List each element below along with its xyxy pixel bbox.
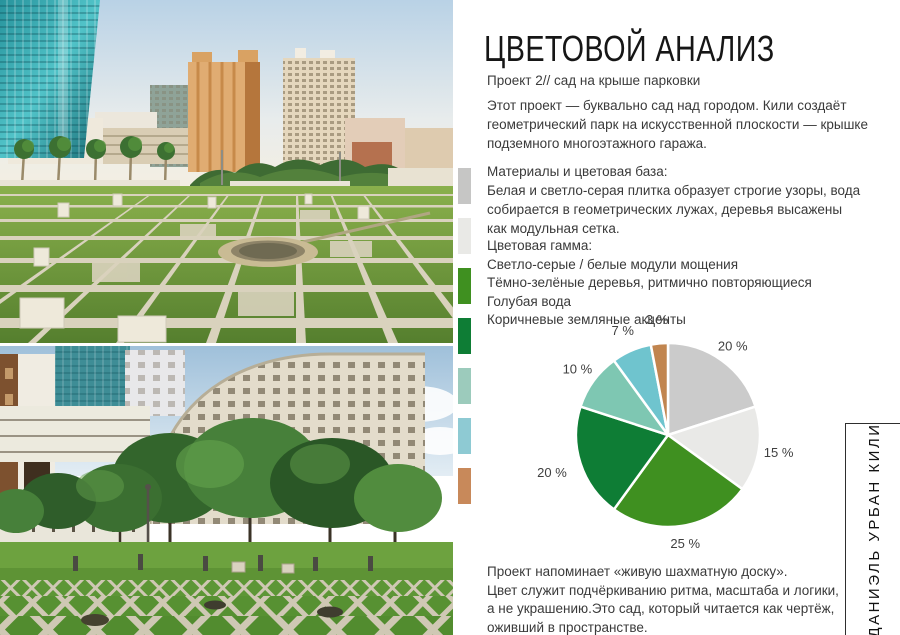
color-swatch-tree-green — [458, 268, 471, 304]
author-vertical-text: ДАНИЭЛЬ УРБАН КИЛИ — [865, 422, 883, 635]
outro-paragraph: Проект напоминает «живую шахматную доску… — [487, 564, 839, 635]
page-subtitle: Проект 2// сад на крыше парковки — [487, 73, 701, 88]
pie-label-earth-brown: 3 % — [646, 312, 669, 327]
pie-slice-green — [612, 433, 744, 529]
materials-paragraph: Материалы и цветовая база: Белая и светл… — [487, 164, 861, 236]
page-title: ЦВЕТОВОЙ АНАЛИЗ — [484, 28, 775, 69]
pie-label-dark-green: 20 % — [537, 465, 567, 480]
color-swatch-earth-brown — [458, 468, 471, 504]
color-swatch-paving-light-gray — [458, 218, 471, 254]
pie-slice-dark-green — [574, 405, 670, 511]
pie-slice-earth-brown — [649, 341, 670, 437]
pie-chart: 20 % 15 % 25 % 20 % 10 % 7 % 3 % — [537, 312, 794, 551]
pie-label-light-blue: 7 % — [611, 323, 634, 338]
pie-label-green: 25 % — [670, 536, 700, 551]
top-photo-rooftop-garden-skyline — [0, 0, 453, 343]
author-box: ДАНИЭЛЬ УРБАН КИЛИ — [845, 422, 900, 635]
color-swatch-tree-dark-green — [458, 318, 471, 354]
color-swatch-water-sage — [458, 368, 471, 404]
pie-label-sage: 10 % — [563, 362, 593, 377]
palette-paragraph: Цветовая гамма: Светло-серые / белые мод… — [487, 238, 812, 328]
pie-slice-paving-gray — [666, 341, 757, 437]
color-swatch-paving-gray — [458, 168, 471, 204]
pie-label-paving-gray: 20 % — [718, 339, 748, 354]
intro-paragraph: Этот проект — буквально сад над городом.… — [487, 98, 868, 151]
color-swatch-water-light-blue — [458, 418, 471, 454]
pie-label-paving-white: 15 % — [764, 445, 794, 460]
pie-slice-paving-white — [666, 405, 762, 491]
bottom-photo-round-building-plaza — [0, 346, 453, 635]
